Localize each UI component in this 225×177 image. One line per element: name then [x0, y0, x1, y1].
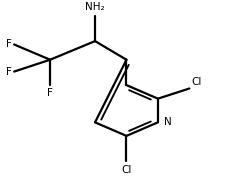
Text: F: F: [6, 39, 12, 50]
Text: N: N: [163, 117, 171, 127]
Text: NH₂: NH₂: [85, 2, 104, 12]
Text: Cl: Cl: [191, 77, 201, 87]
Text: F: F: [47, 88, 53, 98]
Text: Cl: Cl: [121, 165, 131, 175]
Text: F: F: [6, 67, 12, 77]
